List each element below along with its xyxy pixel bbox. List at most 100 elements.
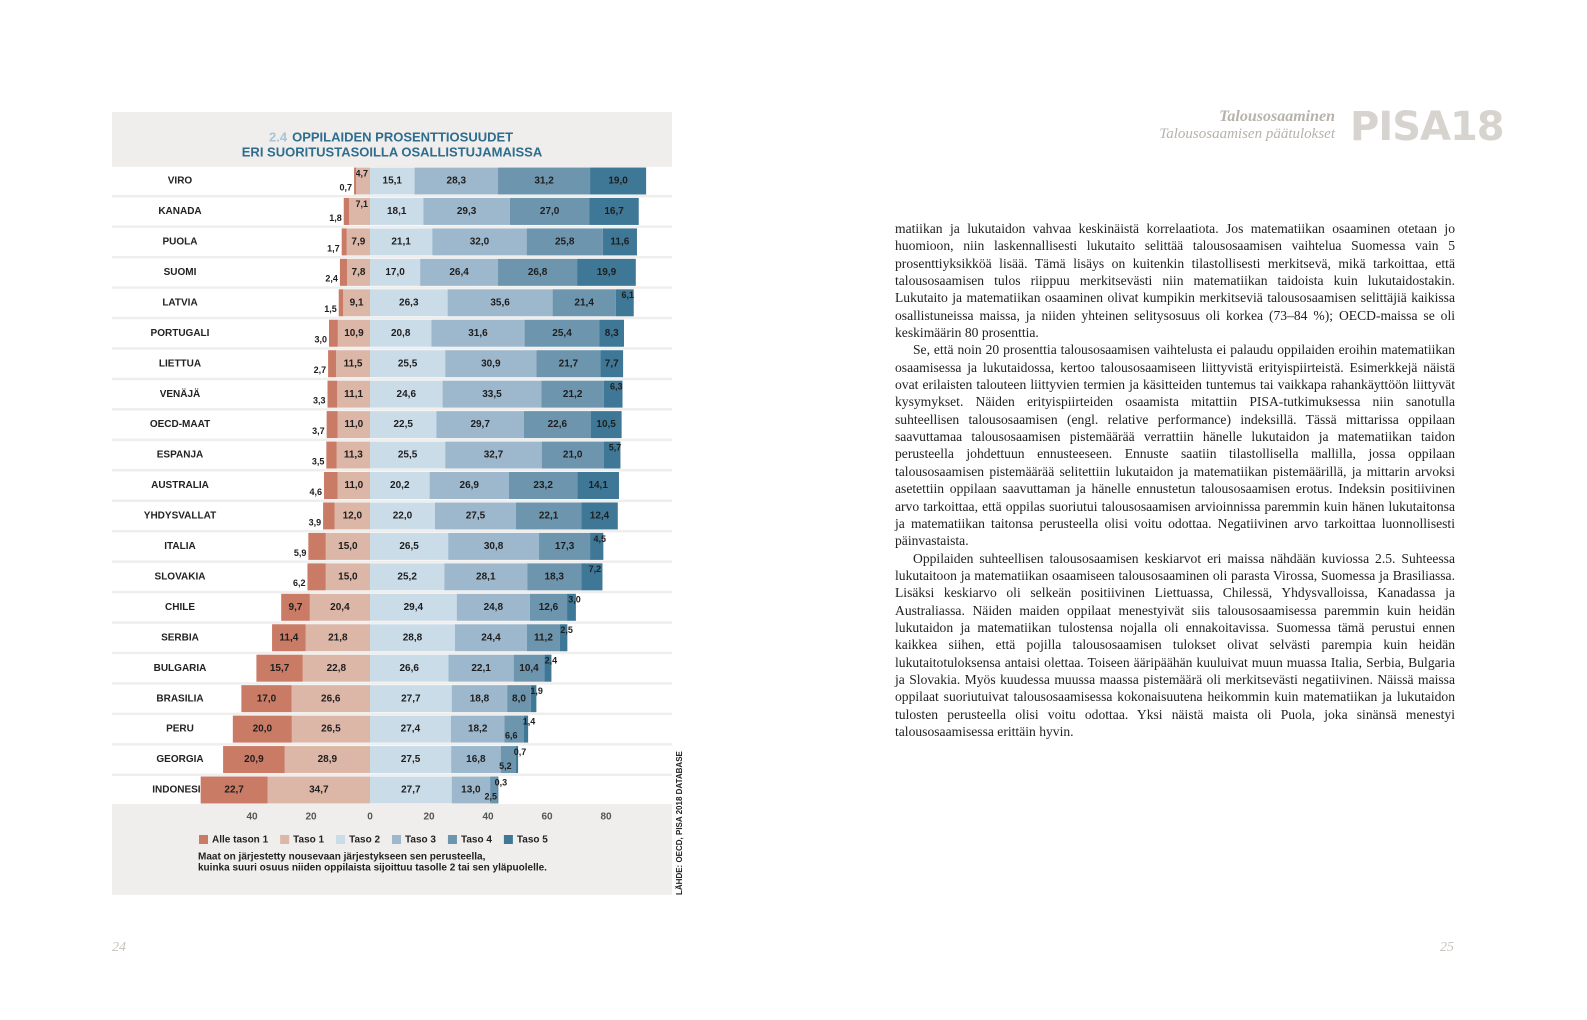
data-label: 10,9 (344, 328, 364, 339)
bar-segment (436, 411, 524, 439)
data-label: 20,8 (391, 328, 411, 339)
data-label: 15,0 (338, 571, 358, 582)
data-label: 18,1 (387, 206, 407, 217)
category-label: PUOLA (163, 237, 198, 248)
bar-segment (615, 289, 634, 317)
data-label: 3,0 (314, 335, 327, 345)
bar-segment (339, 258, 347, 286)
bar-segment (581, 563, 603, 591)
data-label: 26,6 (321, 693, 341, 704)
logo: PISA18 (1350, 104, 1505, 150)
data-label: 3,9 (309, 517, 322, 527)
data-label: 1,7 (327, 243, 340, 253)
bar-segment (370, 563, 445, 591)
data-label: 27,4 (401, 724, 421, 735)
data-label: 13,0 (461, 785, 481, 796)
data-label: 12,0 (343, 511, 363, 522)
data-label: 24,6 (397, 389, 417, 400)
bar-segment (504, 715, 524, 743)
bar-segment (338, 289, 344, 317)
bar-segment (354, 167, 357, 195)
data-label: 9,7 (289, 602, 303, 613)
category-label: BULGARIA (154, 663, 207, 674)
data-label: 32,7 (484, 450, 504, 461)
bar-segment (445, 350, 537, 378)
bar-segment (337, 472, 370, 499)
data-label: 17,3 (555, 541, 575, 552)
legend-label: Taso 1 (293, 835, 324, 846)
data-label: 2,7 (314, 365, 327, 375)
data-label: 34,7 (309, 785, 329, 796)
bar-segment (423, 197, 510, 225)
data-label: 22,0 (393, 511, 413, 522)
bar-segment (513, 654, 545, 682)
note: Maat on järjestetty nousevaan järjestyks… (198, 852, 486, 863)
bar-segment (341, 228, 347, 256)
data-label: 20,0 (253, 724, 273, 735)
data-label: 11,1 (344, 389, 363, 400)
legend-swatch (392, 835, 402, 844)
bar-segment (370, 167, 415, 195)
bar-segment (523, 715, 529, 743)
bar-segment (326, 441, 337, 469)
category-label: ESPANJA (157, 450, 204, 461)
category-label: SERBIA (161, 632, 199, 643)
legend-swatch (336, 835, 346, 844)
data-label: 11,5 (344, 358, 363, 369)
x-tick-label: 40 (246, 812, 258, 823)
legend-swatch (280, 835, 290, 844)
bar-segment (325, 563, 370, 591)
data-label: 2,4 (545, 656, 558, 666)
bar-segment (536, 350, 601, 378)
bar-segment (516, 502, 582, 530)
category-label: INDONESIA (152, 785, 208, 796)
data-label: 21,7 (559, 358, 579, 369)
bar-segment (603, 441, 621, 469)
bar-segment (508, 472, 578, 499)
data-label: 33,5 (482, 389, 502, 400)
data-label: 29,4 (404, 602, 424, 613)
data-label: 17,0 (385, 267, 405, 278)
legend-swatch (503, 835, 513, 844)
bar-segment (327, 380, 338, 408)
data-label: 30,8 (484, 541, 504, 552)
legend-label: Taso 2 (349, 835, 380, 846)
x-tick-label: 20 (305, 812, 317, 823)
bar-segment (302, 654, 370, 682)
page-number: 25 (1440, 940, 1454, 955)
category-label: PORTUGALI (151, 328, 210, 339)
data-label: 3,7 (312, 426, 325, 436)
data-label: 5,7 (609, 442, 622, 452)
bar-segment (334, 502, 370, 530)
bar-segment (370, 319, 432, 347)
data-label: 18,2 (468, 724, 488, 735)
category-label: VIRO (168, 176, 193, 187)
bar-segment (456, 593, 530, 621)
bar-segment (577, 472, 619, 499)
page-number: 24 (112, 940, 126, 955)
bar-segment (498, 167, 591, 195)
bar-segment (527, 563, 582, 591)
data-label: 11,0 (344, 419, 363, 430)
bar-segment (370, 350, 446, 378)
data-label: 26,5 (321, 724, 341, 735)
paragraph: matiikan ja lukutaidon vahvaa keskinäist… (895, 221, 1455, 341)
bar-segment (370, 472, 430, 499)
data-label: 27,7 (401, 693, 421, 704)
bar-segment (343, 289, 370, 317)
data-label: 0,7 (514, 747, 527, 757)
data-label: 28,8 (403, 632, 423, 643)
bar-segment (370, 624, 455, 652)
bar-segment (241, 685, 292, 713)
data-label: 15,7 (270, 663, 290, 674)
bar-segment (523, 411, 591, 439)
data-label: 27,7 (401, 785, 421, 796)
data-label: 19,0 (608, 176, 628, 187)
data-label: 30,9 (481, 358, 501, 369)
bar-segment (559, 624, 568, 652)
data-label: 20,2 (390, 480, 410, 491)
bar-segment (524, 319, 600, 347)
x-tick-label: 0 (367, 812, 373, 823)
data-label: 6,1 (621, 290, 634, 300)
